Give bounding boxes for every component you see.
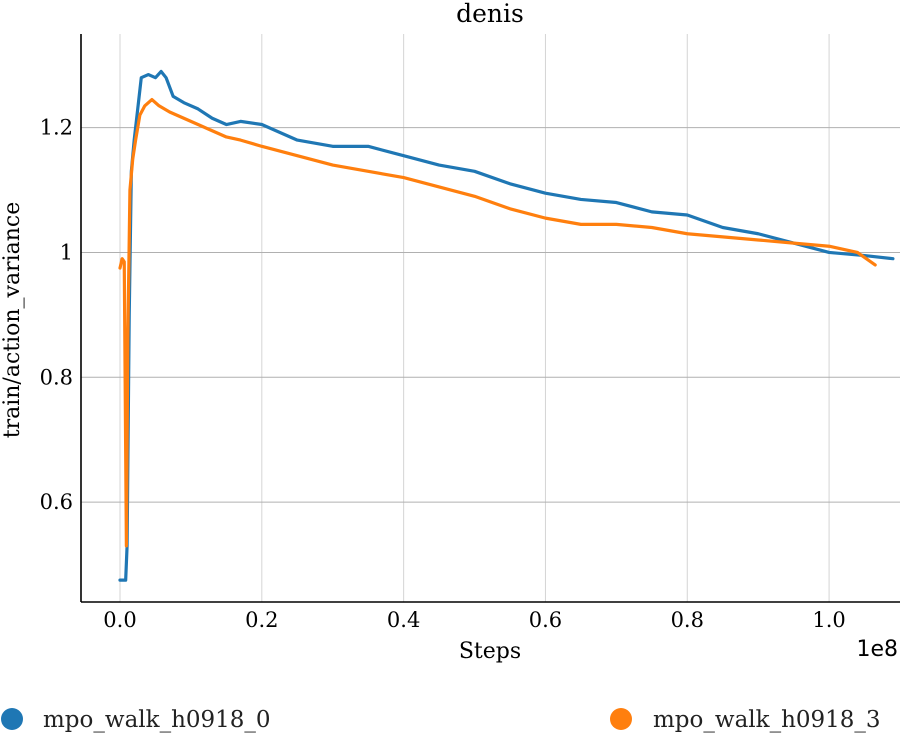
x-tick-label: 0.2 (245, 608, 278, 632)
y-tick-labels: 0.6 0.8 1 1.2 (40, 116, 73, 515)
y-tick-label: 0.8 (40, 365, 73, 389)
y-tick-label: 0.6 (40, 490, 73, 514)
x-offset-label: 1e8 (856, 637, 898, 662)
x-tick-labels: 0.0 0.2 0.4 0.6 0.8 1.0 (103, 608, 845, 632)
series-layer (118, 69, 895, 582)
x-tick-label: 0.6 (529, 608, 562, 632)
series-line-1 (118, 69, 895, 582)
legend-label-series-2: mpo_walk_h0918_3 (653, 707, 881, 733)
legend-item-series-2[interactable]: mpo_walk_h0918_3 (610, 707, 881, 733)
x-tick-label: 0.4 (387, 608, 420, 632)
y-axis-label: train/action_variance (0, 202, 25, 439)
series-line-2 (118, 97, 877, 548)
grid-lines (81, 34, 900, 602)
legend-item-series-1[interactable]: mpo_walk_h0918_0 (1, 707, 271, 733)
legend-marker-series-1 (1, 708, 23, 730)
y-tick-label: 1.2 (40, 116, 73, 140)
legend-label-series-1: mpo_walk_h0918_0 (43, 707, 271, 733)
y-tick-label: 1 (60, 240, 73, 264)
chart-title: denis (456, 0, 524, 28)
x-tick-label: 0.8 (671, 608, 704, 632)
x-tick-label: 1.0 (812, 608, 845, 632)
legend: mpo_walk_h0918_0 mpo_walk_h0918_3 (1, 707, 881, 733)
legend-marker-series-2 (610, 708, 632, 730)
x-axis-label: Steps (459, 639, 521, 664)
x-tick-label: 0.0 (103, 608, 136, 632)
